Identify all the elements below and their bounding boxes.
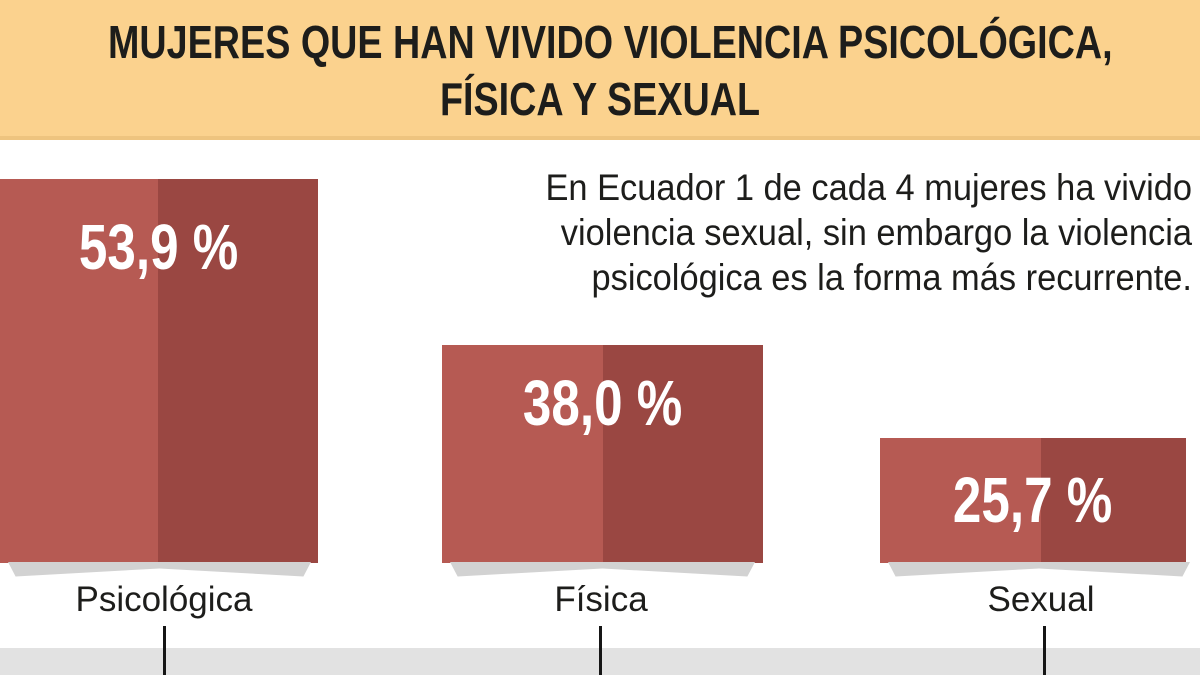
connector-line-fisica — [599, 626, 602, 675]
title-line-2: FÍSICA Y SEXUAL — [439, 73, 761, 125]
page-title: MUJERES QUE HAN VIVIDO VIOLENCIA PSICOLÓ… — [108, 14, 1113, 128]
bar-fisica-right-shade — [603, 345, 763, 563]
category-label-sexual: Sexual — [987, 580, 1095, 619]
category-label-psicologica: Psicológica — [75, 580, 253, 619]
bar-sexual: 25,7 % — [880, 438, 1186, 563]
bar-psicologica-right-shade — [158, 179, 318, 563]
connector-line-psicologica — [163, 626, 166, 675]
bar-fisica: 38,0 % — [442, 345, 763, 563]
value-label-sexual: 25,7 % — [953, 464, 1113, 536]
bar-sexual-left-shade — [880, 438, 1041, 563]
value-label-psicologica: 53,9 % — [79, 211, 239, 283]
bar-fisica-left-shade — [442, 345, 603, 563]
bar-psicologica-left-shade — [0, 179, 158, 563]
annotation-line-2: violencia sexual, sin embargo la violenc… — [560, 212, 1192, 253]
bar-shadow-fisica — [450, 562, 755, 579]
value-label-fisica: 38,0 % — [522, 367, 683, 439]
bar-sexual-right-shade — [1041, 438, 1186, 563]
bar-shadow-sexual — [888, 562, 1190, 579]
annotation-line-3: psicológica es la forma más recurrente. — [591, 257, 1192, 298]
bar-psicologica: 53,9 % — [0, 179, 318, 563]
title-line-1: MUJERES QUE HAN VIVIDO VIOLENCIA PSICOLÓ… — [108, 16, 1113, 68]
header-banner: MUJERES QUE HAN VIVIDO VIOLENCIA PSICOLÓ… — [0, 0, 1200, 140]
bar-shadow-psicologica — [8, 562, 311, 579]
connector-line-sexual — [1043, 626, 1046, 675]
annotation-paragraph: En Ecuador 1 de cada 4 mujeres ha vivido… — [485, 165, 1192, 300]
category-label-fisica: Física — [554, 580, 648, 619]
annotation-line-1: En Ecuador 1 de cada 4 mujeres ha vivido — [545, 167, 1192, 208]
